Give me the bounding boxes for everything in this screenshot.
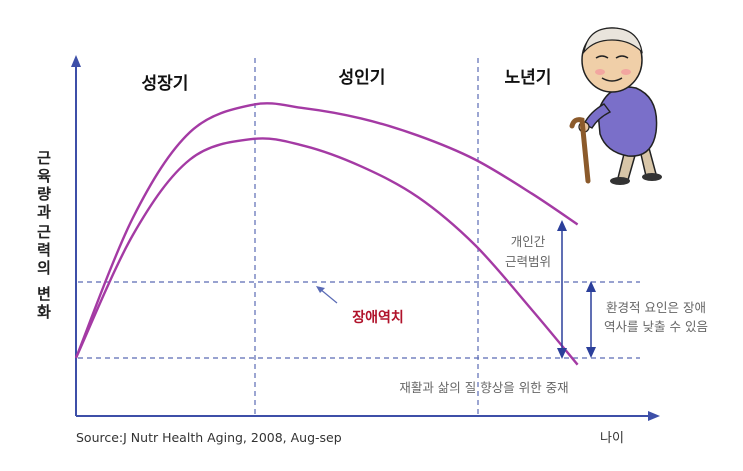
muscle-curve-upper xyxy=(74,102,579,359)
muscle-curve-lower xyxy=(74,137,579,366)
individual-range-note-line2: 근력범위 xyxy=(505,254,551,269)
disability-threshold-label: 장애역치 xyxy=(352,309,404,326)
threshold-pointer-arrow xyxy=(316,286,338,304)
elderly-man-illustration xyxy=(569,27,662,185)
source-citation: Source:J Nutr Health Aging, 2008, Aug-se… xyxy=(76,430,342,445)
intervention-note: 재활과 삶의 질 향상을 위한 중재 xyxy=(399,380,568,395)
environment-range-arrow xyxy=(586,281,596,358)
phase-label-adult: 성인기 xyxy=(339,68,386,88)
phase-label-elderly: 노년기 xyxy=(505,68,552,88)
x-axis-label: 나이 xyxy=(600,431,624,446)
individual-range-note-line1: 개인간 xyxy=(511,234,546,249)
phase-label-growth: 성장기 xyxy=(142,74,189,94)
x-axis-arrow xyxy=(648,411,660,421)
individual-range-arrow xyxy=(557,220,567,359)
environment-note-line1: 환경적 요인은 장애 xyxy=(606,300,706,315)
environment-note-line2: 역사를 낮출 수 있음 xyxy=(604,319,708,334)
y-axis-arrow xyxy=(71,55,81,67)
